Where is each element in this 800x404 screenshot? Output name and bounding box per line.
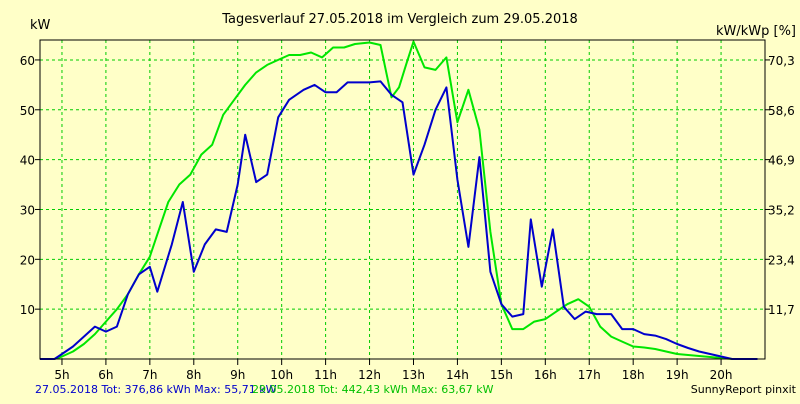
x-tick-label: 9h <box>230 368 245 382</box>
plot-frame <box>39 39 766 360</box>
y-tick-label-left: 50 <box>20 104 35 118</box>
y-tick-label-left: 20 <box>20 253 35 267</box>
x-tick-label: 18h <box>622 368 645 382</box>
footer-series2-summary: 29.05.2018 Tot: 442,43 kWh Max: 63,67 kW <box>252 383 494 396</box>
series-line-29-05-2018 <box>40 40 758 360</box>
x-tick-label: 20h <box>710 368 733 382</box>
y-tick-label-right: 11,7 <box>768 303 795 317</box>
grid-layer <box>40 40 765 359</box>
y-tick-label-right: 46,9 <box>768 154 795 168</box>
y-tick-label-left: 30 <box>20 203 35 217</box>
x-tick-label: 10h <box>270 368 293 382</box>
y-tick-label-right: 58,6 <box>768 104 795 118</box>
x-tick-label: 19h <box>666 368 689 382</box>
x-tick-label: 7h <box>142 368 157 382</box>
chart-title: Tagesverlauf 27.05.2018 im Vergleich zum… <box>221 12 578 27</box>
series-line-27-05-2018 <box>40 80 758 360</box>
y-axis-label-right: kW/kWp [%] <box>716 24 796 39</box>
y-tick-label-left: 40 <box>20 154 35 168</box>
y-tick-label-right: 35,2 <box>768 203 795 217</box>
x-tick-label: 14h <box>446 368 469 382</box>
footer-series1-summary: 27.05.2018 Tot: 376,86 kWh Max: 55,71 kW <box>35 383 277 396</box>
x-tick-label: 13h <box>402 368 425 382</box>
y-axis-label-left: kW <box>30 18 51 33</box>
y-tick-label-right: 23,4 <box>768 253 795 267</box>
x-tick-label: 6h <box>98 368 113 382</box>
x-tick-label: 15h <box>490 368 513 382</box>
x-tick-label: 5h <box>54 368 69 382</box>
x-tick-label: 16h <box>534 368 557 382</box>
x-tick-label: 17h <box>578 368 601 382</box>
y-tick-label-left: 10 <box>20 303 35 317</box>
series-layer <box>40 40 758 360</box>
x-tick-label: 11h <box>314 368 337 382</box>
x-tick-label: 12h <box>358 368 381 382</box>
y-tick-label-right: 70,3 <box>768 54 795 68</box>
x-tick-label: 8h <box>186 368 201 382</box>
footer-brand: SunnyReport pinxit <box>691 383 797 396</box>
y-tick-label-left: 60 <box>20 54 35 68</box>
tick-layer: 5h 6h 7h 8h 9h 10h 11h 12h 13h 14h 15h 16h 17h 18h 19h… <box>20 54 795 382</box>
